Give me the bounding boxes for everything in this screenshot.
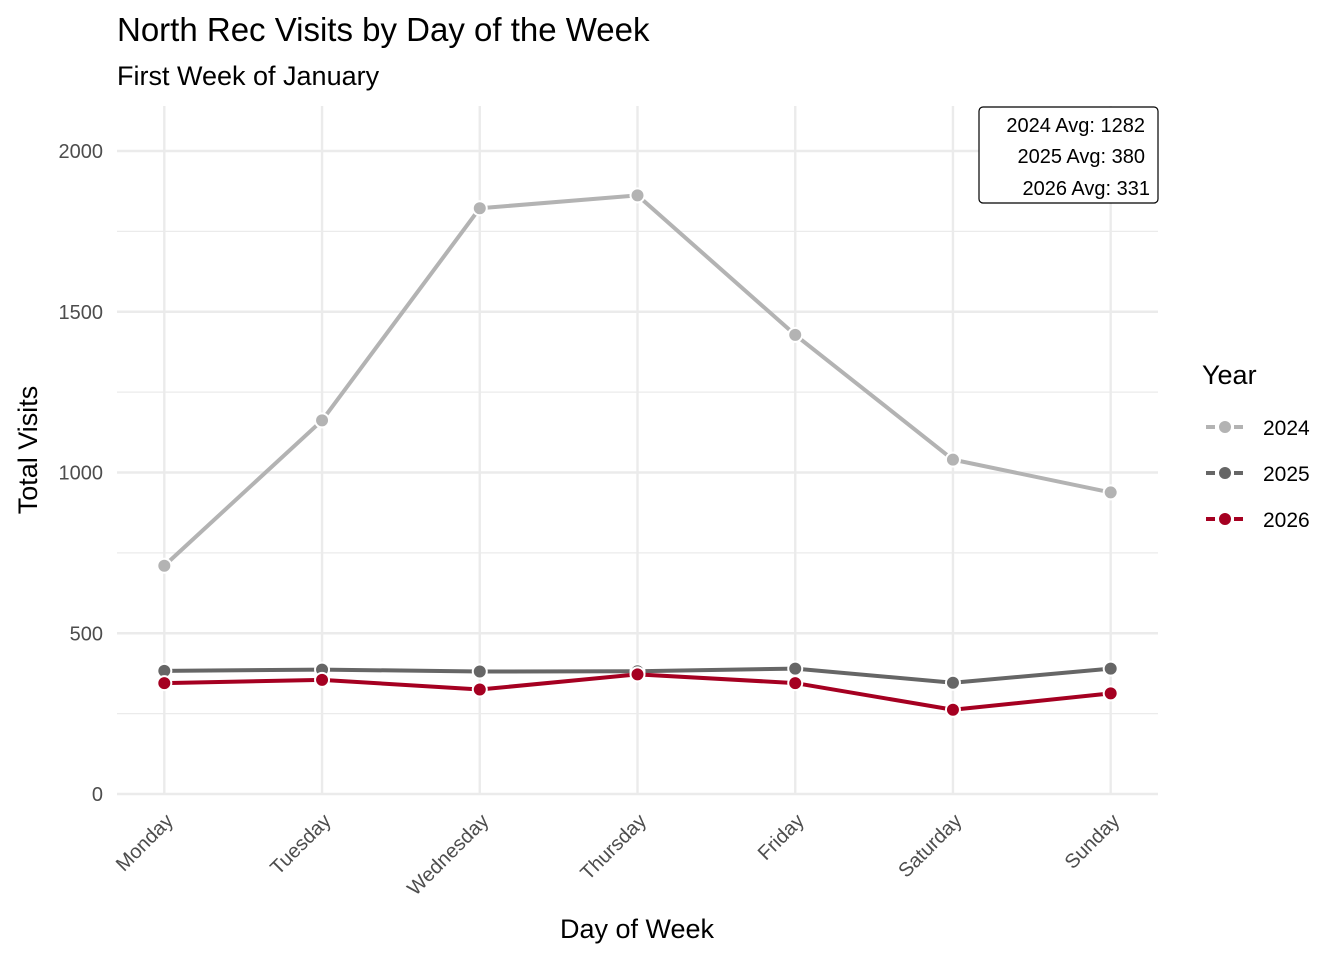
average-annotation-box [978, 106, 1159, 204]
average-2024-label: 2024 Avg: 1282 [1006, 115, 1145, 137]
y-tick-label: 0 [92, 784, 103, 806]
data-point-2024 [629, 187, 646, 204]
legend-title: Year [1202, 360, 1257, 390]
y-axis-title: Total Visits [13, 386, 43, 515]
data-point-2024 [156, 557, 173, 574]
x-tick-label: Wednesday [403, 810, 493, 900]
x-tick-label: Sunday [1061, 810, 1125, 874]
x-tick-label: Friday [754, 810, 809, 865]
legend-label: 2026 [1263, 509, 1310, 532]
average-2025-label: 2025 Avg: 380 [1017, 146, 1145, 168]
data-point-2025 [1102, 660, 1119, 677]
data-point-2026 [787, 675, 804, 692]
average-annotation: 2024 Avg: 1282 2025 Avg: 380 2026 Avg: 3… [978, 106, 1159, 204]
data-point-2024 [787, 326, 804, 343]
legend-label: 2025 [1263, 463, 1310, 486]
data-point-2026 [944, 701, 961, 718]
legend-label: 2024 [1263, 417, 1310, 440]
legend: Year 2024 2025 2026 [1202, 360, 1310, 532]
x-tick-label: Monday [112, 810, 178, 876]
chart-subtitle: First Week of January [117, 61, 380, 91]
legend-key-point [1217, 465, 1233, 481]
gridlines [117, 106, 1158, 796]
data-point-2026 [156, 675, 173, 692]
average-2026-label: 2026 Avg: 331 [1022, 178, 1150, 200]
data-point-2026 [1102, 685, 1119, 702]
data-point-2024 [1102, 484, 1119, 501]
y-tick-label: 2000 [59, 141, 104, 163]
y-axis-ticks: 0 500 1000 1500 2000 [59, 141, 104, 806]
y-tick-label: 500 [70, 623, 103, 645]
y-tick-label: 1000 [59, 463, 104, 485]
x-tick-label: Thursday [577, 810, 652, 885]
series-lines [156, 187, 1119, 718]
data-point-2025 [471, 663, 488, 680]
data-point-2026 [629, 666, 646, 683]
x-axis-title: Day of Week [560, 914, 715, 944]
data-point-2026 [471, 681, 488, 698]
x-tick-label: Saturday [894, 810, 966, 882]
data-point-2026 [314, 671, 331, 688]
data-point-2024 [471, 200, 488, 217]
data-point-2024 [944, 451, 961, 468]
y-tick-label: 1500 [59, 302, 104, 324]
x-tick-label: Tuesday [266, 810, 335, 879]
data-point-2025 [787, 660, 804, 677]
chart-title: North Rec Visits by Day of the Week [117, 11, 650, 48]
legend-key-point [1217, 419, 1233, 435]
data-point-2024 [314, 412, 331, 429]
legend-key-point [1217, 511, 1233, 527]
x-axis-ticks: Monday Tuesday Wednesday Thursday Friday Satu… [112, 810, 1124, 900]
data-point-2025 [944, 674, 961, 691]
